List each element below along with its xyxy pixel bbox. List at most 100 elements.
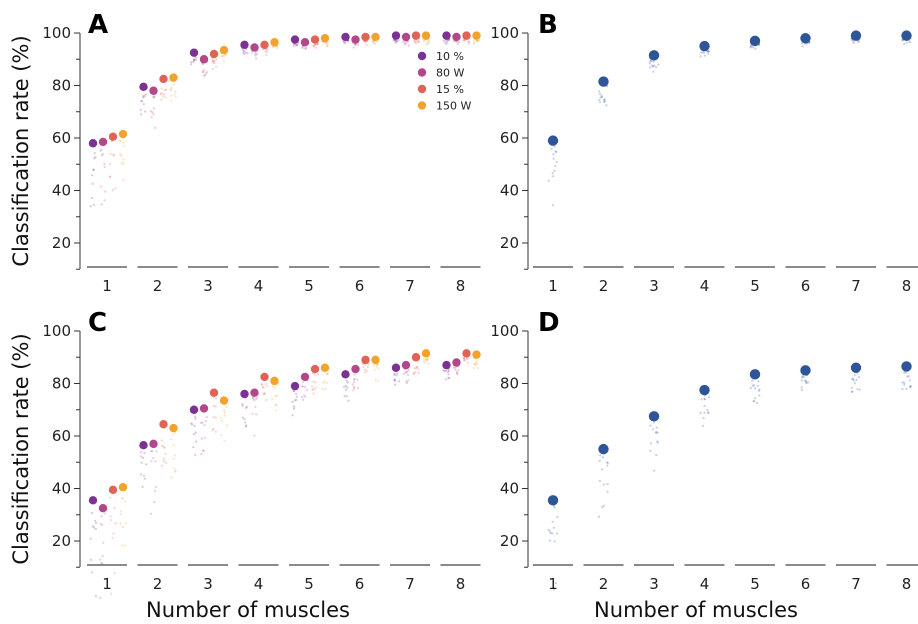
sample-dot: [99, 149, 102, 152]
data-point: [351, 35, 360, 44]
sample-dot: [192, 58, 196, 61]
sample-dot: [144, 93, 147, 96]
sample-dot: [91, 182, 94, 185]
sample-dot: [467, 40, 470, 44]
sample-dot: [366, 365, 369, 369]
sample-dot: [100, 203, 103, 206]
sample-dot: [325, 372, 329, 376]
sample-dot: [552, 157, 555, 160]
y-tick-label: 100: [490, 24, 519, 42]
data-point: [219, 396, 229, 405]
sample-dot: [271, 397, 274, 401]
sample-dot: [150, 460, 153, 463]
sample-dot: [194, 453, 197, 457]
x-tick-label: 7: [851, 277, 861, 295]
sample-dot: [901, 388, 904, 391]
sample-dot: [322, 381, 325, 384]
sample-dot: [101, 523, 104, 526]
sample-dot: [212, 416, 215, 419]
sample-dot: [202, 74, 205, 77]
sample-dot: [353, 385, 356, 388]
sample-dot: [211, 58, 214, 61]
sample-dot: [407, 379, 410, 382]
sample-dot: [706, 411, 710, 414]
sample-dot: [294, 44, 298, 47]
sample-dot: [139, 473, 143, 476]
x-tick-label: 8: [902, 277, 912, 295]
sample-dot: [851, 377, 854, 381]
data-point: [452, 358, 461, 367]
sample-dot: [757, 380, 760, 383]
sample-dot: [190, 422, 193, 425]
sample-dot: [852, 379, 855, 382]
sample-dot: [314, 386, 317, 389]
sample-dot: [476, 39, 479, 43]
sample-dot: [345, 395, 348, 398]
sample-dot: [701, 424, 705, 428]
x-tick-label: 3: [649, 277, 659, 295]
sample-dot: [152, 95, 155, 98]
sample-dot: [456, 372, 459, 375]
sample-dot: [190, 60, 193, 64]
sample-dot: [160, 91, 163, 94]
sample-dot: [905, 41, 908, 44]
sample-dot: [92, 168, 95, 172]
sample-dot: [423, 40, 426, 43]
sample-dot: [162, 95, 165, 98]
sample-dot: [170, 438, 173, 441]
sample-dot: [857, 40, 860, 43]
sample-dot: [414, 371, 417, 374]
sample-dot: [325, 42, 328, 45]
sample-dot: [220, 419, 224, 422]
data-point: [598, 76, 609, 87]
sample-dot: [153, 501, 156, 504]
sample-dot: [274, 395, 277, 398]
sample-dot: [301, 381, 304, 384]
sample-dot: [702, 416, 705, 420]
sample-dot: [109, 515, 112, 518]
sample-dot: [92, 526, 96, 529]
sample-dot: [326, 41, 329, 45]
sample-dot: [90, 511, 94, 515]
sample-dot: [172, 83, 175, 86]
data-point: [98, 137, 108, 147]
sample-dot: [112, 532, 115, 535]
y-tick-label: 20: [52, 234, 71, 252]
sample-dot: [194, 415, 197, 418]
sample-dot: [254, 52, 257, 55]
sample-dot: [699, 411, 702, 415]
sample-dot: [394, 41, 397, 44]
sample-dot: [305, 388, 309, 391]
sample-dot: [476, 39, 479, 42]
sample-dot: [605, 461, 608, 464]
sample-dot: [417, 40, 420, 43]
data-point: [547, 135, 559, 146]
data-point: [199, 55, 209, 64]
sample-dot: [343, 42, 346, 45]
sample-dot: [312, 388, 315, 391]
data-point: [648, 411, 660, 422]
sample-dot: [426, 357, 429, 360]
sample-dot: [601, 506, 604, 509]
sample-dot: [189, 63, 193, 66]
sample-dot: [463, 39, 466, 42]
sample-dot: [222, 59, 226, 62]
sample-dot: [212, 404, 216, 407]
sample-dot: [101, 555, 104, 558]
y-tick-label: 60: [52, 427, 71, 445]
sample-dot: [602, 504, 605, 507]
data-point: [88, 496, 98, 505]
sample-dot: [174, 90, 177, 93]
sample-dot: [143, 110, 147, 113]
sample-dot: [452, 366, 456, 369]
sample-dot: [393, 373, 396, 376]
sample-dot: [703, 54, 707, 57]
sample-dot: [447, 373, 450, 376]
sample-dot: [551, 204, 554, 207]
sample-dot: [90, 196, 94, 200]
y-tick-label: 40: [52, 182, 71, 200]
sample-dot: [853, 374, 856, 377]
sample-dot: [303, 385, 307, 388]
data-point: [310, 35, 320, 44]
sample-dot: [274, 403, 277, 406]
